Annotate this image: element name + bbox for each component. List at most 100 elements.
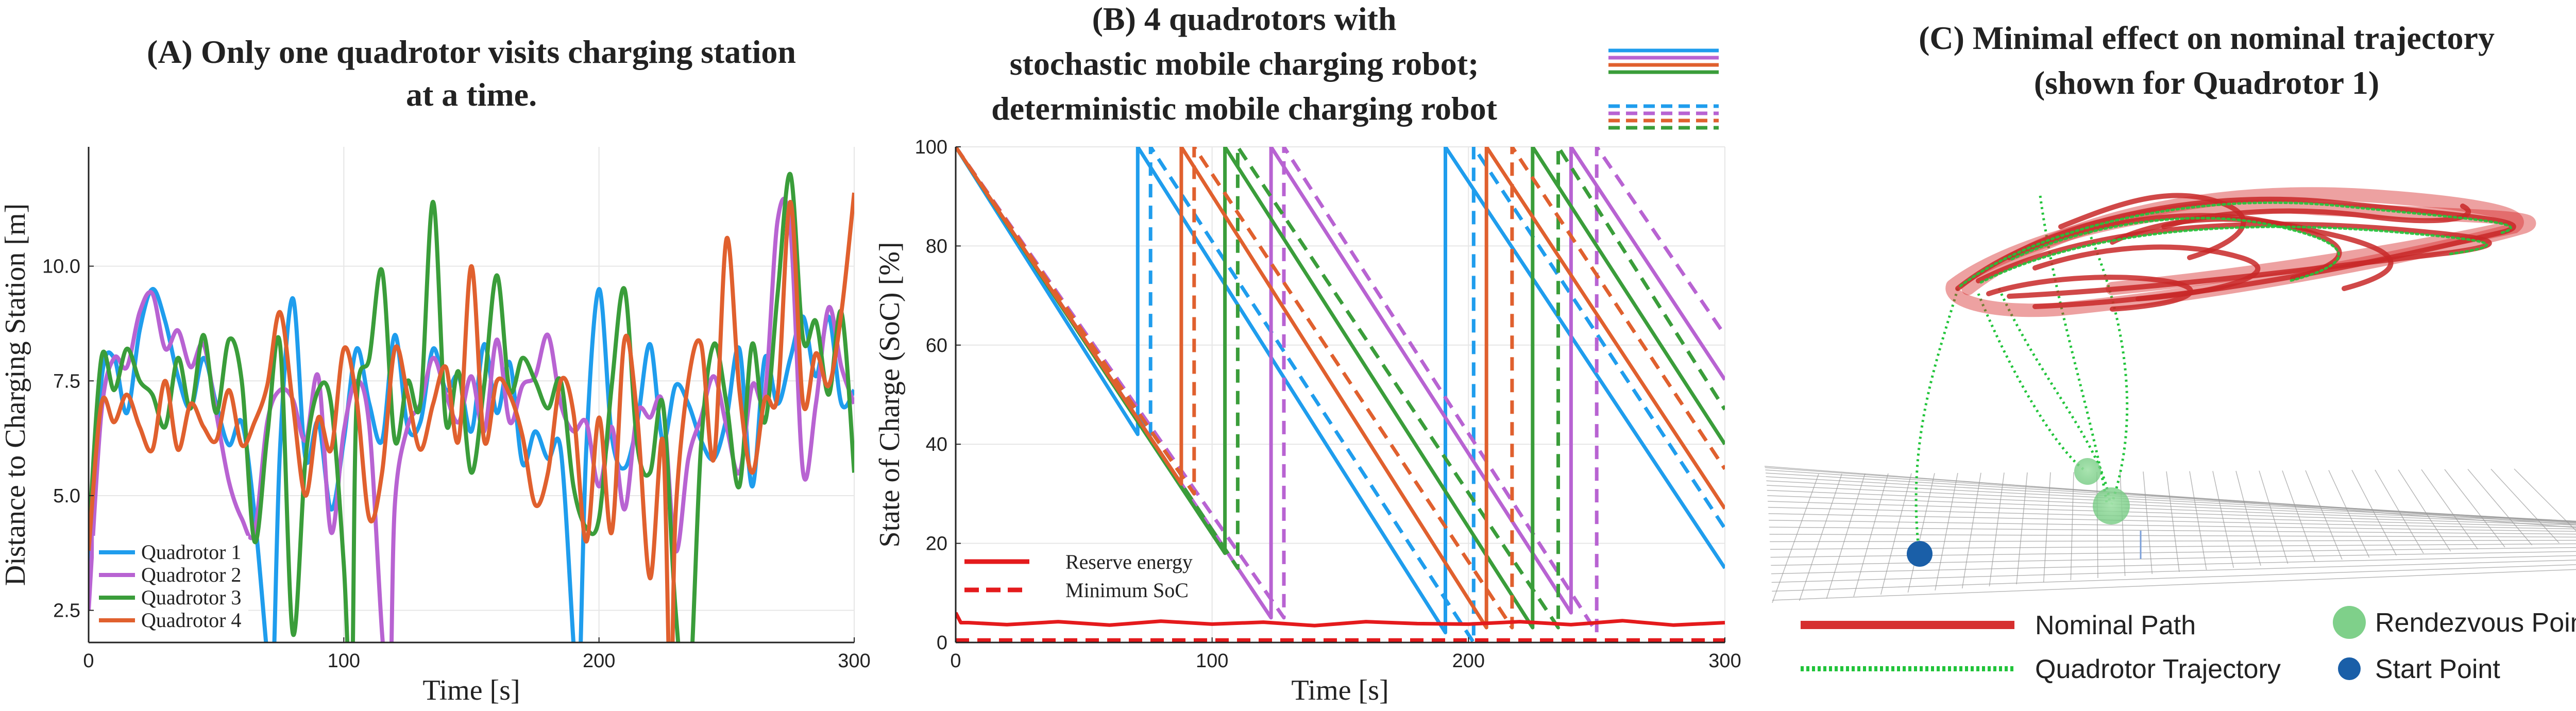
ground-grid-line [1853,473,1889,597]
ground-grid-line [2282,470,2316,562]
panel-c: (C) Minimal effect on nominal trajectory… [1764,20,2576,684]
series-line-quadrotor-3-deterministic [956,147,1725,630]
panel-a-ticks: 0 100 200 300 2.5 5.0 7.5 10.0 [42,256,871,672]
legend-rendezvous-label: Rendezvous Point [2375,608,2576,638]
ground-grid-line [2421,469,2478,550]
panel-b-legend: Reserve energy Minimum SoC [964,550,1193,602]
x-tick-label: 200 [583,650,615,672]
ground-grid-line [1770,547,2576,558]
ground-grid-line [1772,569,2576,601]
ground-grid-line [1769,527,2576,535]
y-tick-label: 20 [926,533,947,555]
ground-grid-line [2467,469,2533,546]
series-line-quadrotor-1-stochastic [956,147,1725,635]
legend-label: Quadrotor 4 [141,608,241,632]
ground-grid-line [2043,472,2051,583]
series-line-quadrotor-1 [89,287,854,642]
panel-b: (B) 4 quadrotors with stochastic mobile … [874,1,1741,706]
series-line-quadrotor-3 [89,172,854,642]
x-tick-label: 300 [1708,650,1741,672]
series-line-reserve-energy [956,612,1725,628]
y-tick-label: 40 [926,434,947,455]
x-tick-label: 100 [1196,650,1228,672]
x-tick-label: 200 [1452,650,1485,672]
ground-grid-line [1799,473,1842,601]
panel-b-ticks: 0 100 200 300 0 20 40 60 80 100 [915,137,1741,672]
legend-label: Quadrotor 1 [141,540,241,564]
legend-label: Reserve energy [1065,550,1193,573]
panel-b-axes [955,147,1725,644]
panel-a-series [89,172,854,642]
ground-grid-line [1768,506,2576,528]
ground-grid-line [1907,473,1935,593]
x-tick-label: 300 [838,650,870,672]
ground-grid-line [1771,560,2576,583]
ground-grid-line [2235,470,2261,566]
panel-a-ylabel: Distance to Charging Station [m] [0,204,31,586]
ground-grid-line [2514,468,2576,532]
y-tick-label: 80 [926,235,947,257]
legend-label: Minimum SoC [1065,579,1189,602]
legend-start-label: Start Point [2375,654,2500,684]
ground-grid-line [2444,469,2505,548]
ground-grid-line [1770,543,2576,550]
y-tick-label: 0 [937,632,947,654]
panel-c-trajectory-drops [1914,195,2129,554]
x-tick-label: 100 [328,650,360,672]
start-point [1907,541,1933,567]
panel-a-xlabel: Time [s] [422,674,520,706]
panel-c-nominal-path [1945,187,2536,317]
series-line-quadrotor-2-deterministic [956,147,1725,635]
panel-a-title-line2: at a time. [406,76,537,113]
y-tick-label: 10.0 [42,256,80,278]
rendezvous-point-1 [2074,458,2101,485]
ground-grid-line [2070,472,2074,581]
ground-grid-line [2120,471,2126,577]
legend-label: Quadrotor 3 [141,586,241,609]
panel-b-title-line3: deterministic mobile charging robot [991,90,1498,127]
ground-grid-line [2212,471,2234,568]
ground-grid-line [1880,473,1912,595]
ground-grid-line [1767,485,2576,522]
ground-grid-line [2375,469,2424,554]
ground-grid-line [1771,551,2576,566]
rendezvous-point-2 [2093,487,2130,524]
ground-grid-line [1961,472,1981,589]
series-line-quadrotor-4-stochastic [956,147,1725,630]
ground-grid-line [2096,471,2098,579]
ground-grid-line [1772,564,2576,592]
ground-grid-line [1769,534,2576,538]
ground-grid-line [2351,469,2397,556]
ground-grid-line [1772,473,1819,603]
ground-grid-line [1935,472,1958,591]
legend-rendezvous-marker [2333,606,2366,639]
y-tick-label: 100 [915,137,947,158]
y-tick-label: 60 [926,335,947,357]
panel-b-series [956,147,1725,642]
panel-b-xlabel: Time [s] [1291,674,1388,706]
ground-grid-line [2016,472,2028,585]
ground-grid-line [2328,470,2370,558]
ground-grid-line [2259,470,2289,564]
y-tick-label: 7.5 [53,370,80,392]
ground-grid-line [2490,468,2560,544]
ground-grid-line [2398,469,2451,552]
panel-a-title-line1: (A) Only one quadrotor visits charging s… [147,33,796,70]
y-tick-label: 2.5 [53,600,80,622]
series-line-quadrotor-2-stochastic [956,147,1725,620]
panel-c-legend: Nominal Path Quadrotor Trajectory Rendez… [1801,606,2576,684]
series-line-quadrotor-4-deterministic [956,147,1725,630]
ground-grid-line [1768,513,2576,530]
ground-grid-line [1989,472,2005,587]
panel-b-title-line2: stochastic mobile charging robot; [1010,45,1479,82]
ground-grid-line [1767,489,2576,523]
ground-grid-line [1826,473,1866,599]
ground-grid-line [2166,471,2180,572]
panel-b-ylabel: State of Charge (SoC) [%] [874,242,906,547]
ground-grid-line [2305,470,2343,560]
ground-grid-line [1770,539,2576,543]
panel-a: (A) Only one quadrotor visits charging s… [0,33,871,706]
panel-b-style-legend [1608,48,1719,130]
legend-start-marker [2338,657,2361,680]
